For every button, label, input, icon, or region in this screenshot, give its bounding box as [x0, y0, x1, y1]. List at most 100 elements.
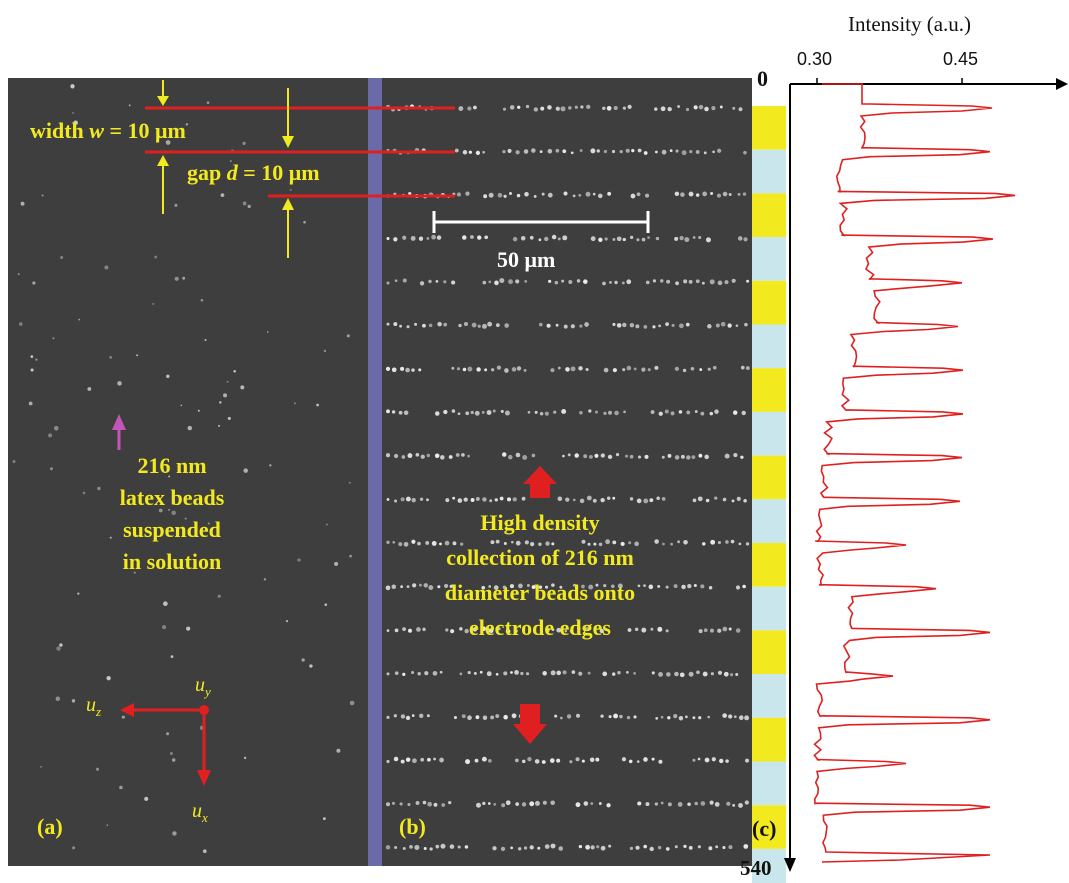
- collected-bead: [705, 237, 711, 243]
- collected-bead: [710, 672, 714, 676]
- collected-bead: [500, 409, 504, 413]
- collected-bead: [531, 148, 536, 153]
- collected-bead: [635, 324, 640, 329]
- gap-segment: [752, 411, 786, 456]
- collected-bead: [717, 670, 723, 675]
- suspended-bead: [207, 522, 210, 525]
- collected-bead: [502, 107, 507, 111]
- suspended-bead: [82, 491, 86, 495]
- collected-bead: [643, 498, 649, 504]
- collected-bead: [431, 234, 436, 240]
- suspended-bead: [218, 424, 220, 427]
- collected-bead: [415, 452, 420, 457]
- collected-bead: [695, 150, 700, 154]
- suspended-bead: [197, 813, 200, 816]
- collected-bead: [584, 322, 589, 327]
- collected-bead: [525, 672, 530, 676]
- collected-bead: [470, 498, 475, 502]
- collected-bead: [512, 497, 517, 502]
- collected-bead: [436, 235, 442, 240]
- collected-bead: [473, 105, 477, 110]
- collected-bead: [743, 237, 748, 242]
- collected-bead: [401, 455, 406, 459]
- collected-bead: [434, 453, 440, 459]
- collected-bead: [661, 149, 667, 155]
- collected-bead: [714, 802, 720, 807]
- collected-bead: [458, 323, 462, 328]
- collected-bead: [698, 716, 702, 720]
- collected-bead: [445, 628, 449, 632]
- collected-bead: [508, 454, 513, 460]
- collected-bead: [661, 455, 665, 459]
- collected-bead: [440, 455, 445, 460]
- collected-bead: [655, 150, 658, 154]
- collected-bead: [505, 800, 511, 806]
- suspended-bead: [324, 603, 328, 607]
- collected-bead: [606, 803, 611, 808]
- collected-bead: [697, 757, 701, 761]
- collected-bead: [402, 627, 406, 631]
- collected-bead: [557, 366, 561, 370]
- collected-bead: [531, 453, 536, 458]
- collected-bead: [607, 410, 613, 415]
- collected-bead: [626, 279, 632, 285]
- collected-bead: [494, 498, 498, 502]
- collection-line-3: diameter beads onto: [444, 580, 636, 605]
- collected-bead: [603, 584, 607, 588]
- collected-bead: [403, 541, 409, 547]
- collected-bead: [560, 106, 566, 112]
- collected-bead: [534, 759, 540, 764]
- collected-bead: [654, 802, 658, 806]
- collected-bead: [738, 107, 743, 112]
- collected-bead: [649, 846, 654, 852]
- collected-bead: [695, 193, 700, 197]
- collected-bead: [567, 453, 571, 457]
- collected-bead: [556, 758, 561, 763]
- suspended-bead: [219, 401, 222, 404]
- collected-bead: [744, 322, 748, 327]
- gap-segment: [752, 324, 786, 369]
- collected-bead: [643, 584, 646, 587]
- collected-bead: [559, 585, 563, 589]
- collected-bead: [654, 365, 659, 370]
- collected-bead: [496, 365, 502, 370]
- collected-bead: [590, 845, 595, 850]
- collected-bead: [443, 322, 448, 327]
- collected-bead: [415, 801, 420, 805]
- collected-bead: [738, 803, 743, 808]
- collected-bead: [555, 106, 560, 111]
- collected-bead: [708, 846, 713, 851]
- collected-bead: [683, 539, 688, 545]
- collected-bead: [482, 150, 485, 154]
- collected-bead: [733, 453, 738, 458]
- suspended-bead: [266, 331, 269, 333]
- suspended-bead: [30, 355, 34, 359]
- collected-bead: [660, 801, 664, 805]
- collected-bead: [726, 801, 731, 806]
- collected-bead: [633, 367, 637, 371]
- collected-bead: [470, 410, 474, 415]
- collected-bead: [578, 844, 583, 849]
- gap-segment: [752, 499, 786, 543]
- collected-bead: [715, 845, 719, 849]
- collected-bead: [425, 541, 430, 545]
- collected-bead: [503, 671, 508, 676]
- collected-bead: [731, 499, 735, 503]
- suspended-bead: [73, 120, 78, 126]
- collected-bead: [665, 629, 669, 633]
- collected-bead: [558, 846, 564, 851]
- collected-bead: [486, 671, 492, 677]
- collected-bead: [606, 106, 612, 111]
- electrode-segment: [752, 455, 786, 500]
- collected-bead: [605, 539, 611, 545]
- collected-bead: [627, 104, 632, 109]
- collected-bead: [393, 237, 398, 242]
- collected-bead: [681, 584, 686, 590]
- collected-bead: [571, 670, 576, 674]
- collected-bead: [694, 801, 699, 806]
- collected-bead: [538, 585, 543, 589]
- collected-bead: [593, 627, 597, 631]
- electrode-segment: [752, 543, 786, 587]
- collected-bead: [678, 715, 684, 721]
- collected-bead: [490, 715, 495, 720]
